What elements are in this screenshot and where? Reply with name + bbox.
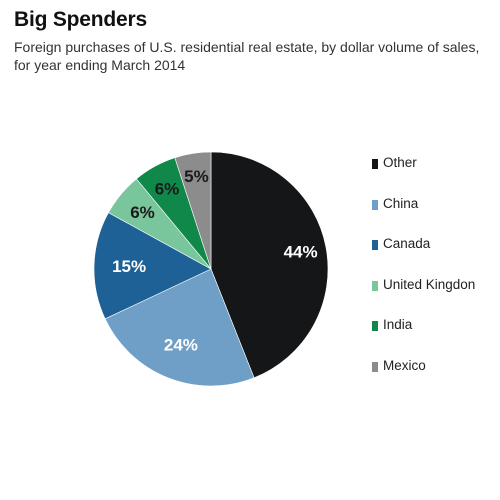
- legend-label: China: [383, 196, 418, 211]
- legend-swatch: [372, 200, 378, 210]
- legend-label: Other: [383, 155, 417, 170]
- legend-item: Other: [372, 155, 475, 196]
- legend-item: United Kingdon: [372, 277, 475, 318]
- slice-value-label: 5%: [184, 167, 209, 186]
- legend-label: India: [383, 317, 412, 332]
- legend-swatch: [372, 159, 378, 169]
- legend-item: Mexico: [372, 358, 475, 399]
- slice-value-label: 6%: [130, 203, 155, 222]
- chart-legend: Other China Canada United Kingdon India Mexic…: [372, 155, 475, 398]
- slice-value-label: 6%: [155, 180, 180, 199]
- slice-value-label: 44%: [284, 242, 318, 261]
- legend-label: Mexico: [383, 358, 426, 373]
- legend-label: Canada: [383, 236, 430, 251]
- legend-item: India: [372, 317, 475, 358]
- slice-value-label: 24%: [164, 336, 198, 355]
- legend-swatch: [372, 362, 378, 372]
- legend-swatch: [372, 321, 378, 331]
- legend-label: United Kingdon: [383, 277, 475, 292]
- legend-swatch: [372, 240, 378, 250]
- slice-value-label: 15%: [112, 257, 146, 276]
- legend-swatch: [372, 281, 378, 291]
- legend-item: China: [372, 196, 475, 237]
- legend-item: Canada: [372, 236, 475, 277]
